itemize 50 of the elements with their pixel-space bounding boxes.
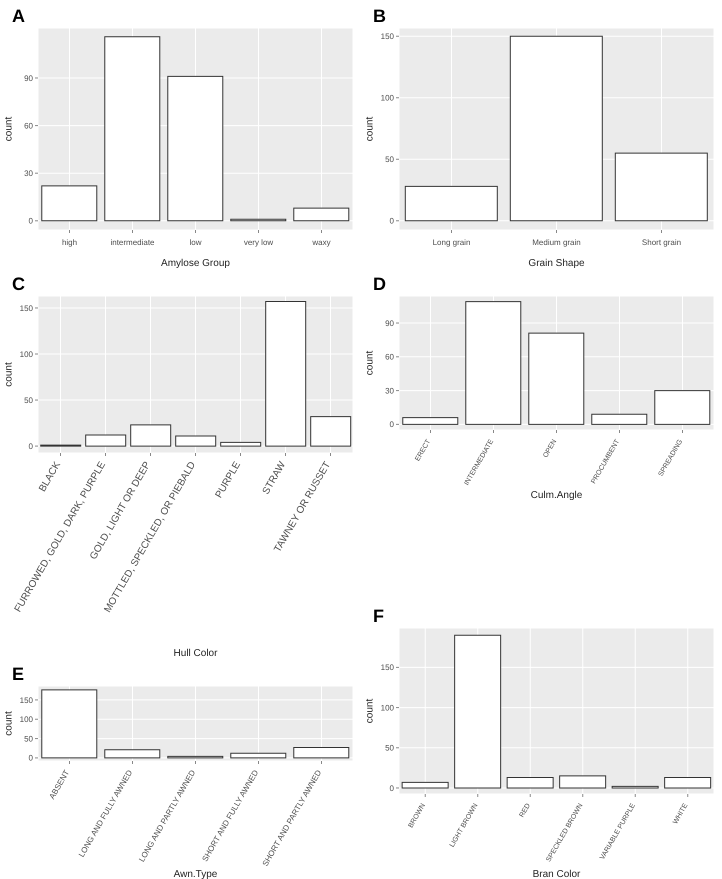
- x-tick-label: low: [189, 238, 202, 247]
- y-tick-label: 150: [380, 663, 395, 672]
- y-tick-label: 150: [20, 696, 34, 705]
- y-tick-label: 60: [24, 121, 34, 130]
- y-tick-label: 0: [28, 442, 34, 451]
- x-axis-title: Hull Color: [174, 648, 218, 659]
- y-tick-label: 0: [390, 216, 395, 226]
- y-tick-label: 100: [380, 703, 395, 712]
- y-tick-label: 0: [28, 754, 34, 763]
- x-axis-title: Amylose Group: [161, 258, 230, 269]
- y-tick-label: 0: [28, 216, 34, 226]
- y-tick-label: 90: [24, 74, 34, 83]
- y-tick-label: 100: [380, 94, 395, 103]
- y-tick-label: 100: [20, 715, 34, 724]
- x-tick-label: high: [62, 238, 78, 247]
- y-axis-title: count: [364, 698, 376, 724]
- y-tick-label: 90: [385, 318, 395, 328]
- x-axis-title: Awn.Type: [174, 869, 218, 879]
- y-tick-label: 30: [385, 386, 395, 396]
- y-tick-label: 50: [385, 155, 395, 164]
- chart-title: C: [12, 274, 25, 295]
- y-tick-label: 60: [385, 352, 395, 362]
- y-tick-label: 150: [380, 32, 395, 42]
- x-tick-label: very low: [244, 238, 274, 247]
- x-axis-title: Grain Shape: [528, 258, 586, 269]
- x-axis-title: Bran Color: [532, 869, 582, 879]
- chart-title: E: [12, 664, 24, 685]
- y-tick-label: 50: [24, 734, 34, 744]
- y-tick-label: 150: [20, 304, 34, 313]
- x-tick-label: waxy: [311, 238, 331, 247]
- y-tick-label: 0: [390, 784, 395, 793]
- y-axis-title: count: [4, 711, 15, 736]
- y-tick-label: 50: [24, 396, 34, 405]
- y-tick-label: 100: [20, 350, 34, 359]
- x-tick-label: intermediate: [110, 238, 156, 247]
- x-tick-label: Short grain: [642, 238, 682, 247]
- y-axis-title: count: [4, 362, 15, 387]
- y-tick-label: 0: [390, 420, 395, 430]
- chart-title: B: [373, 6, 386, 27]
- y-axis-title: count: [364, 116, 376, 142]
- chart-title: D: [373, 274, 386, 295]
- x-axis-title: Culm.Angle: [530, 490, 583, 501]
- chart-title: A: [12, 6, 25, 27]
- y-axis-title: count: [4, 116, 15, 142]
- x-tick-label: Long grain: [432, 238, 470, 247]
- chart-title: F: [373, 606, 384, 627]
- y-tick-label: 50: [385, 744, 395, 753]
- y-axis-title: count: [364, 350, 376, 376]
- x-tick-label: Medium grain: [532, 238, 581, 247]
- y-tick-label: 30: [24, 169, 34, 178]
